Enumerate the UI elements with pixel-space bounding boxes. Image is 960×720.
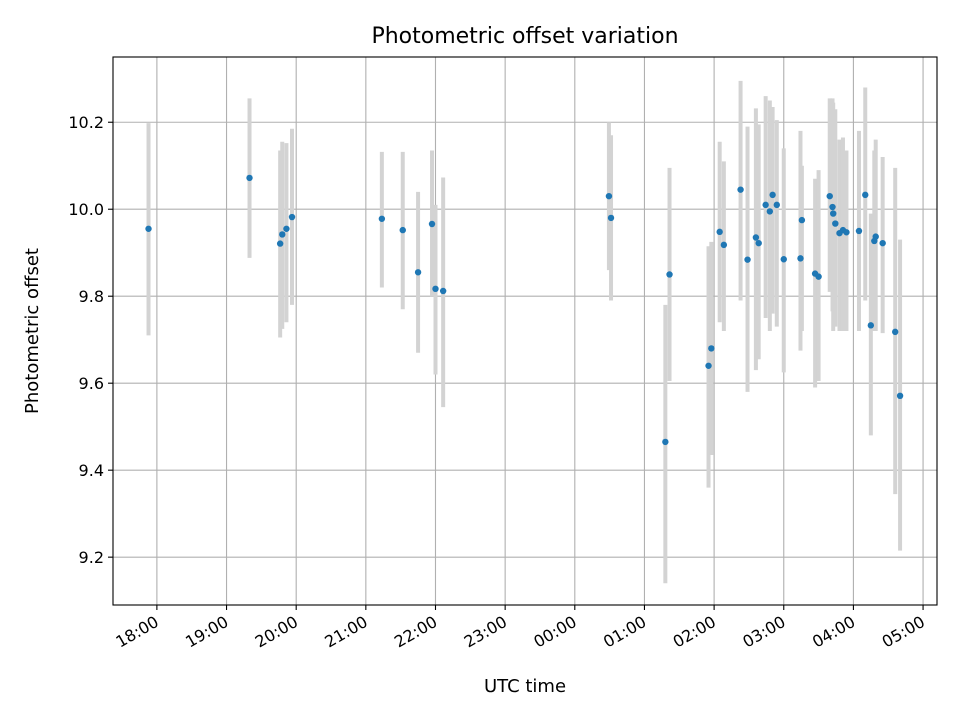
y-tick-label: 9.6 — [79, 374, 104, 393]
data-point — [378, 215, 386, 222]
data-point — [705, 362, 712, 369]
data-point — [720, 241, 728, 249]
data-points — [145, 174, 904, 446]
y-axis-ticks: 9.2 9.4 9.6 9.8 10.0 10.2 — [68, 113, 113, 567]
y-tick-label: 9.2 — [79, 548, 104, 567]
data-point — [830, 210, 837, 217]
data-point — [879, 239, 886, 247]
data-point — [862, 191, 869, 199]
data-point — [716, 228, 723, 236]
data-point — [829, 203, 836, 211]
data-point — [867, 322, 875, 329]
data-point — [288, 213, 296, 221]
data-point — [755, 239, 762, 247]
data-point — [399, 226, 406, 234]
y-tick-label: 9.4 — [79, 461, 104, 480]
y-tick-label: 10.0 — [68, 200, 104, 219]
data-point — [773, 201, 780, 209]
data-point — [769, 191, 776, 199]
data-point — [872, 233, 879, 240]
chart-title: Photometric offset variation — [371, 24, 678, 49]
data-point — [798, 216, 806, 224]
plot-frame — [112, 56, 938, 606]
data-point — [832, 220, 839, 227]
data-point — [762, 201, 769, 209]
data-point — [855, 227, 863, 235]
data-point — [414, 269, 422, 276]
data-point — [279, 231, 286, 238]
data-point — [283, 225, 290, 232]
data-point — [662, 438, 669, 446]
data-point — [145, 225, 152, 232]
data-point — [439, 287, 447, 295]
data-point — [843, 229, 850, 236]
data-point — [708, 345, 715, 352]
data-point — [752, 234, 760, 241]
y-axis-label: Photometric offset — [22, 248, 43, 414]
data-point — [666, 271, 673, 278]
data-point — [737, 186, 744, 193]
data-point — [766, 208, 774, 215]
data-point — [744, 256, 751, 263]
y-tick-label: 9.8 — [79, 287, 104, 306]
x-axis-label: UTC time — [484, 676, 566, 697]
data-point — [780, 256, 787, 263]
data-point — [246, 174, 253, 182]
data-point — [276, 240, 284, 247]
data-point — [826, 192, 833, 200]
data-point — [896, 392, 904, 400]
data-point — [797, 255, 804, 262]
data-point — [432, 285, 439, 293]
y-tick-label: 10.2 — [68, 113, 104, 132]
data-point — [605, 192, 613, 200]
data-point — [607, 214, 615, 222]
data-point — [815, 273, 822, 280]
data-point — [892, 328, 899, 336]
data-point — [428, 220, 436, 228]
